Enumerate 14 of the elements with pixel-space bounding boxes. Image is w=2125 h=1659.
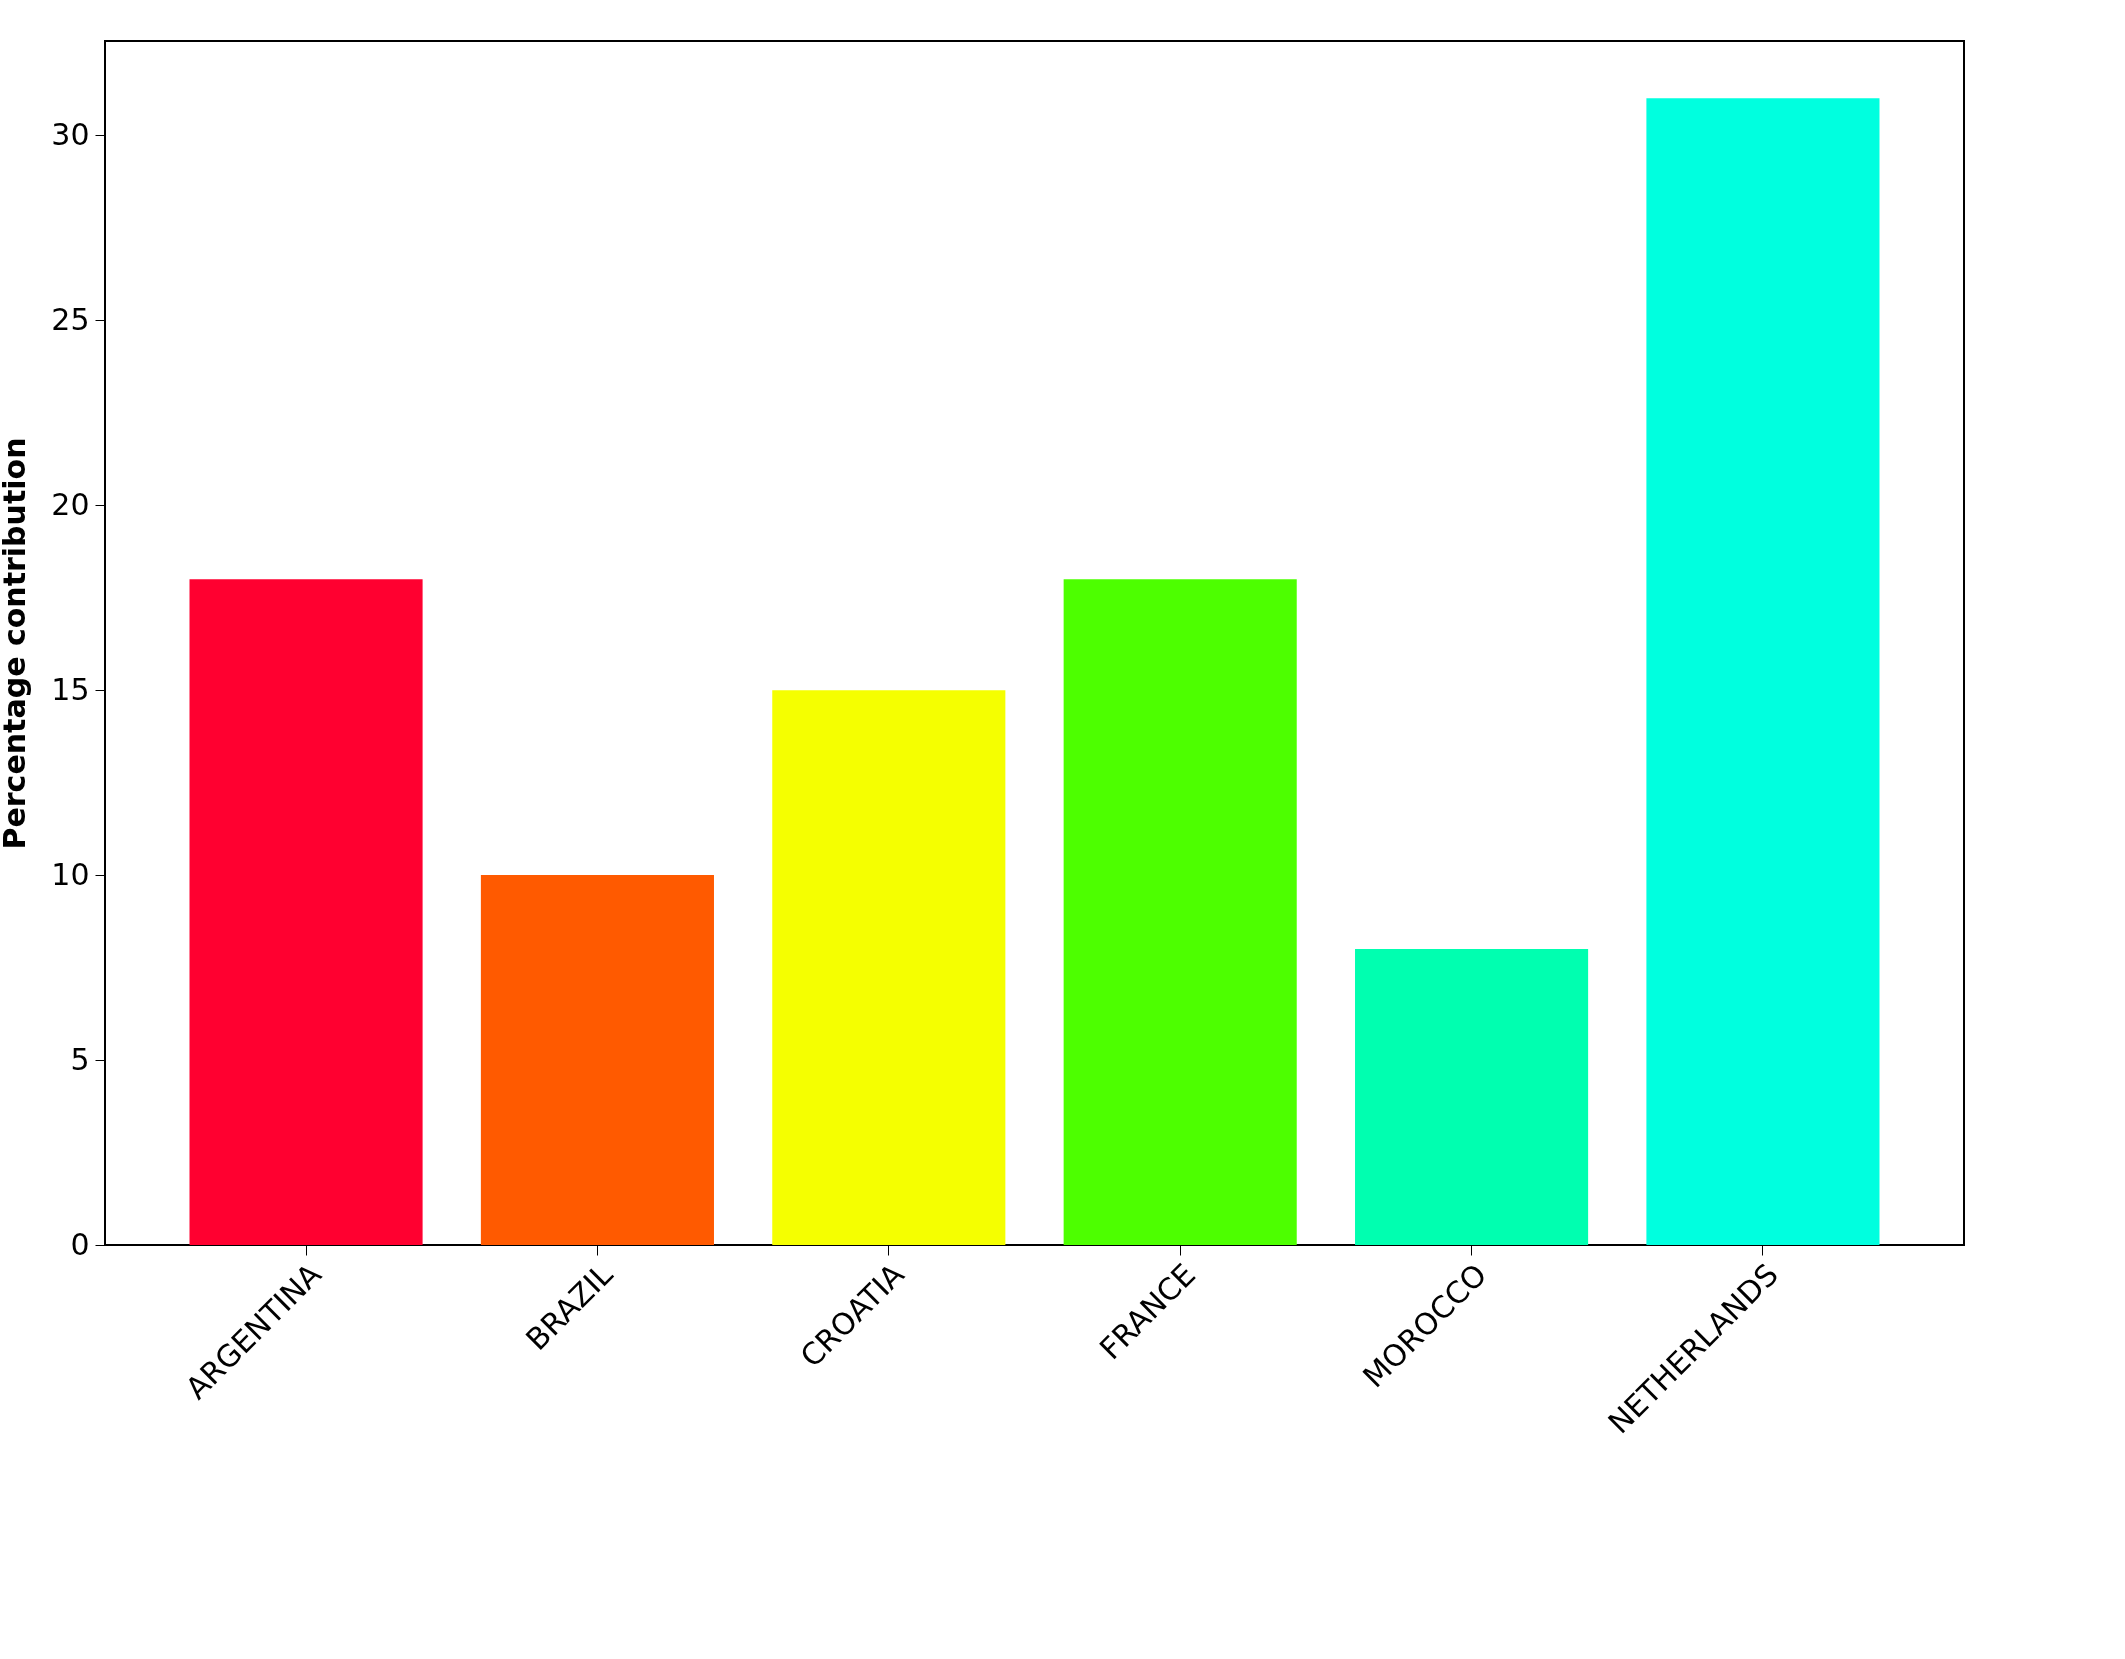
bar xyxy=(480,875,714,1245)
bar xyxy=(1355,949,1589,1245)
bar xyxy=(189,579,423,1245)
bar xyxy=(1063,579,1297,1245)
y-axis-title: Percentage contribution xyxy=(0,437,33,850)
bar xyxy=(772,690,1006,1245)
bar xyxy=(1646,98,1880,1245)
y-tick-label: 5 xyxy=(70,1041,90,1077)
y-tick-label: 25 xyxy=(51,301,90,337)
y-tick-label: 0 xyxy=(70,1226,90,1262)
y-tick-label: 20 xyxy=(51,486,90,522)
y-tick-label: 30 xyxy=(51,116,90,152)
y-tick-label: 15 xyxy=(51,671,90,707)
y-tick-label: 10 xyxy=(51,856,90,892)
